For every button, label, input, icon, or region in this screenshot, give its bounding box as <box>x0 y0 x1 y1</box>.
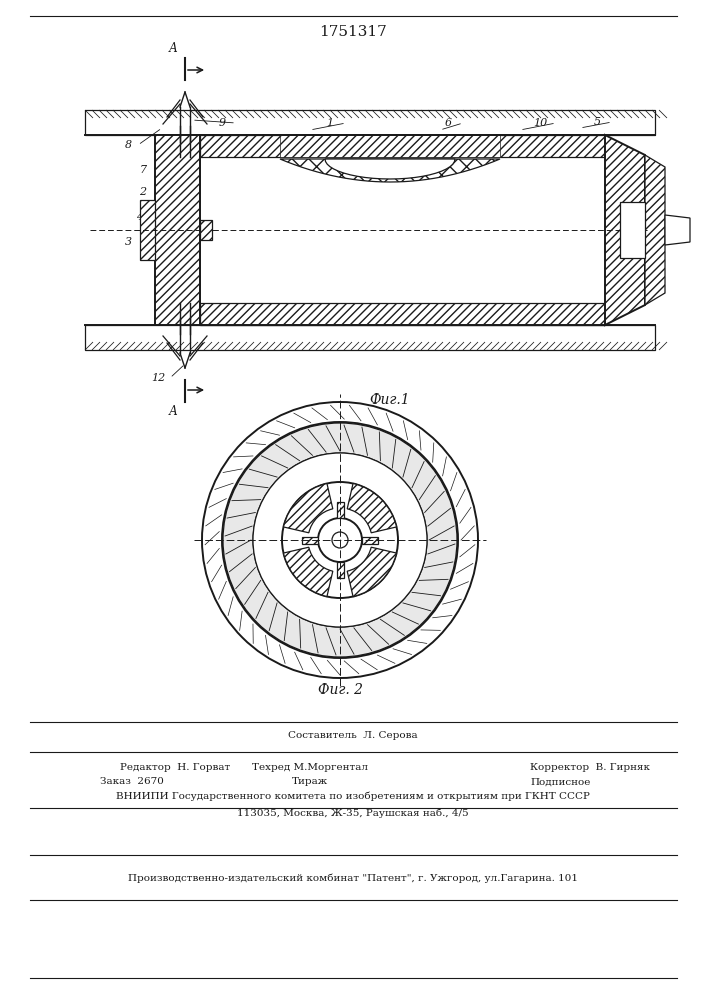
Polygon shape <box>337 562 344 578</box>
Text: 4: 4 <box>136 212 144 222</box>
Polygon shape <box>302 536 318 544</box>
Polygon shape <box>284 526 318 554</box>
Polygon shape <box>85 325 655 350</box>
Text: 9: 9 <box>218 118 226 128</box>
Circle shape <box>223 423 457 657</box>
Text: 10: 10 <box>533 118 547 128</box>
Text: 8: 8 <box>124 140 132 150</box>
Text: 11: 11 <box>608 175 622 185</box>
Text: Фиг. 2: Фиг. 2 <box>317 683 363 697</box>
Text: Производственно-издательский комбинат "Патент", г. Ужгород, ул.Гагарина. 101: Производственно-издательский комбинат "П… <box>128 873 578 883</box>
Polygon shape <box>605 135 645 325</box>
Text: 1: 1 <box>327 118 334 128</box>
Polygon shape <box>620 202 645 258</box>
Text: ВНИИПИ Государственного комитета по изобретениям и открытиям при ГКНТ СССР: ВНИИПИ Государственного комитета по изоб… <box>116 791 590 801</box>
Polygon shape <box>326 484 354 518</box>
Text: А  –  А: А – А <box>318 436 362 448</box>
Circle shape <box>332 532 348 548</box>
Polygon shape <box>665 215 690 245</box>
Text: Составитель  Л. Серова: Составитель Л. Серова <box>288 730 418 740</box>
Text: А: А <box>168 42 177 55</box>
Text: Фиг.1: Фиг.1 <box>370 393 410 407</box>
Polygon shape <box>326 562 354 596</box>
Polygon shape <box>140 200 155 260</box>
Circle shape <box>253 453 427 627</box>
Polygon shape <box>362 526 396 554</box>
Circle shape <box>318 518 362 562</box>
Text: 1751317: 1751317 <box>319 25 387 39</box>
Text: 113035, Москва, Ж-35, Раушская наб., 4/5: 113035, Москва, Ж-35, Раушская наб., 4/5 <box>237 808 469 818</box>
Text: 5: 5 <box>593 117 600 127</box>
Text: Подписное: Подписное <box>530 778 590 786</box>
Polygon shape <box>200 220 212 240</box>
Wedge shape <box>347 547 397 597</box>
Polygon shape <box>325 159 455 179</box>
Polygon shape <box>362 536 378 544</box>
Text: Корректор  В. Гирняк: Корректор В. Гирняк <box>530 764 650 772</box>
Polygon shape <box>85 110 655 135</box>
Text: 7: 7 <box>139 165 146 175</box>
Wedge shape <box>347 483 397 533</box>
Text: 12: 12 <box>151 373 165 383</box>
Circle shape <box>222 422 458 658</box>
Polygon shape <box>155 135 200 325</box>
Text: 2: 2 <box>139 187 146 197</box>
Text: Тираж: Тираж <box>292 778 328 786</box>
Text: Техред М.Моргентал: Техред М.Моргентал <box>252 764 368 772</box>
Text: А: А <box>168 405 177 418</box>
Polygon shape <box>280 135 500 157</box>
Text: 6: 6 <box>445 118 452 128</box>
Polygon shape <box>337 502 344 518</box>
Polygon shape <box>200 157 605 303</box>
Circle shape <box>202 402 478 678</box>
Wedge shape <box>284 547 333 597</box>
Text: 3: 3 <box>124 237 132 247</box>
Circle shape <box>253 453 427 627</box>
Wedge shape <box>284 483 333 533</box>
Polygon shape <box>645 155 665 305</box>
Text: Редактор  Н. Горват: Редактор Н. Горват <box>120 764 230 772</box>
Polygon shape <box>200 303 605 325</box>
Text: Заказ  2670: Заказ 2670 <box>100 778 164 786</box>
Circle shape <box>282 482 398 598</box>
Polygon shape <box>200 135 605 157</box>
Polygon shape <box>280 159 500 182</box>
